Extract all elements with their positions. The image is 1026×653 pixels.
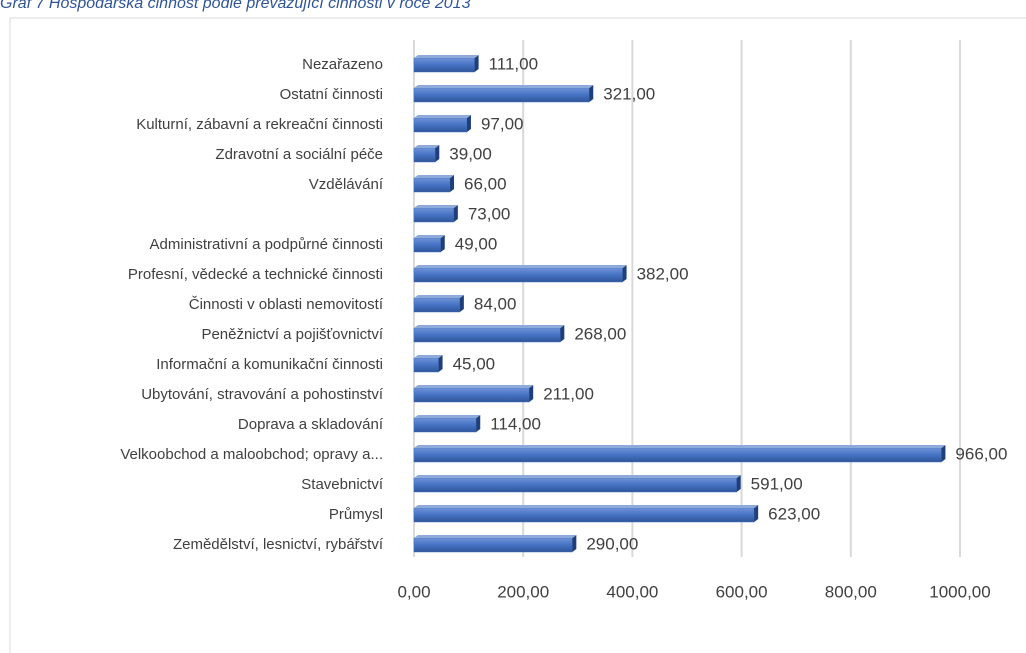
y-tick-label: Doprava a skladování [238, 416, 384, 433]
y-tick-label: Administrativní a podpůrné činnosti [150, 236, 383, 253]
bar-side [435, 145, 440, 162]
bar [413, 417, 477, 433]
bar-side [560, 325, 565, 342]
bar-top [414, 385, 534, 388]
bar-top [414, 505, 759, 508]
y-tick-label: Peněžnictví a pojišťovnictví [201, 326, 383, 343]
bar-side [589, 85, 594, 102]
bar-top [414, 445, 946, 448]
chart-title: Graf 7 Hospodářská činnost podle převažu… [0, 0, 471, 12]
value-label: 114,00 [490, 414, 541, 433]
bar [413, 387, 530, 403]
value-label: 84,00 [474, 294, 517, 313]
bar-top [414, 235, 445, 238]
bar-side [466, 115, 471, 132]
bar [413, 507, 755, 523]
bar [413, 357, 439, 373]
y-tick-label: Stavebnictví [301, 476, 384, 493]
value-label: 49,00 [455, 234, 498, 253]
bar-top [414, 145, 440, 148]
value-label: 591,00 [751, 474, 803, 493]
bar-side [572, 535, 577, 552]
value-label: 97,00 [481, 114, 524, 133]
y-tick-label: Profesní, vědecké a technické činnosti [128, 266, 383, 283]
bar-side [736, 475, 741, 492]
y-tick-label: Ostatní činnosti [280, 86, 383, 103]
value-label: 73,00 [468, 204, 511, 223]
y-tick-label: Vzdělávání [309, 176, 384, 193]
bar [413, 117, 468, 133]
y-tick-label: Průmysl [329, 506, 383, 523]
bar-top [414, 175, 455, 178]
bar-top [414, 205, 458, 208]
bar-side [459, 295, 464, 312]
y-tick-label: Zemědělství, lesnictví, rybářství [173, 536, 384, 553]
value-label: 268,00 [574, 324, 626, 343]
bar-side [941, 445, 946, 462]
bar [413, 177, 451, 193]
value-label: 39,00 [449, 144, 492, 163]
bar-side [453, 205, 458, 222]
x-tick-label: 600,00 [716, 582, 768, 601]
bar-side [440, 235, 445, 252]
x-tick-label: 1000,00 [929, 582, 990, 601]
x-tick-label: 200,00 [497, 582, 549, 601]
bar [413, 477, 737, 493]
bar-side [438, 355, 443, 372]
bar-side [450, 175, 455, 192]
bar-side [476, 415, 481, 432]
bar-top [414, 355, 443, 358]
bar [413, 267, 623, 283]
bar-top [414, 535, 577, 538]
bar-top [414, 115, 471, 118]
bar [413, 327, 561, 343]
bar-top [414, 265, 627, 268]
bar [413, 147, 436, 163]
bar-side [474, 55, 479, 72]
y-tick-label: Kulturní, zábavní a rekreační činnosti [136, 116, 383, 133]
y-tick-label: Zdravotní a sociální péče [215, 146, 383, 163]
y-tick-label: Nezařazeno [302, 56, 383, 73]
y-tick-label: Informační a komunikační činnosti [156, 356, 383, 373]
value-label: 966,00 [955, 444, 1007, 463]
bar-top [414, 475, 741, 478]
bar [413, 87, 590, 103]
bar-top [414, 415, 481, 418]
value-label: 382,00 [637, 264, 689, 283]
bar [413, 237, 442, 253]
y-tick-label: Ubytování, stravování a pohostinství [141, 386, 384, 403]
value-label: 321,00 [603, 84, 655, 103]
value-label: 66,00 [464, 174, 507, 193]
bar-side [754, 505, 759, 522]
bar [413, 447, 942, 463]
y-tick-label: Činnosti v oblasti nemovitostí [189, 296, 384, 313]
value-label: 111,00 [489, 54, 538, 73]
bar-top [414, 55, 479, 58]
x-tick-label: 400,00 [606, 582, 658, 601]
x-tick-label: 800,00 [825, 582, 877, 601]
bar [413, 297, 461, 313]
bar-top [414, 325, 565, 328]
value-label: 211,00 [543, 384, 594, 403]
x-tick-label: 0,00 [397, 582, 430, 601]
bar-side [622, 265, 627, 282]
bar-top [414, 295, 464, 298]
value-label: 45,00 [453, 354, 496, 373]
bar [413, 207, 455, 223]
bar [413, 57, 475, 73]
bar-top [414, 85, 594, 88]
bar [413, 537, 573, 553]
y-tick-label: Velkoobchod a maloobchod; opravy a... [120, 446, 383, 463]
value-label: 623,00 [768, 504, 820, 523]
value-label: 290,00 [586, 534, 638, 553]
bar-side [529, 385, 534, 402]
